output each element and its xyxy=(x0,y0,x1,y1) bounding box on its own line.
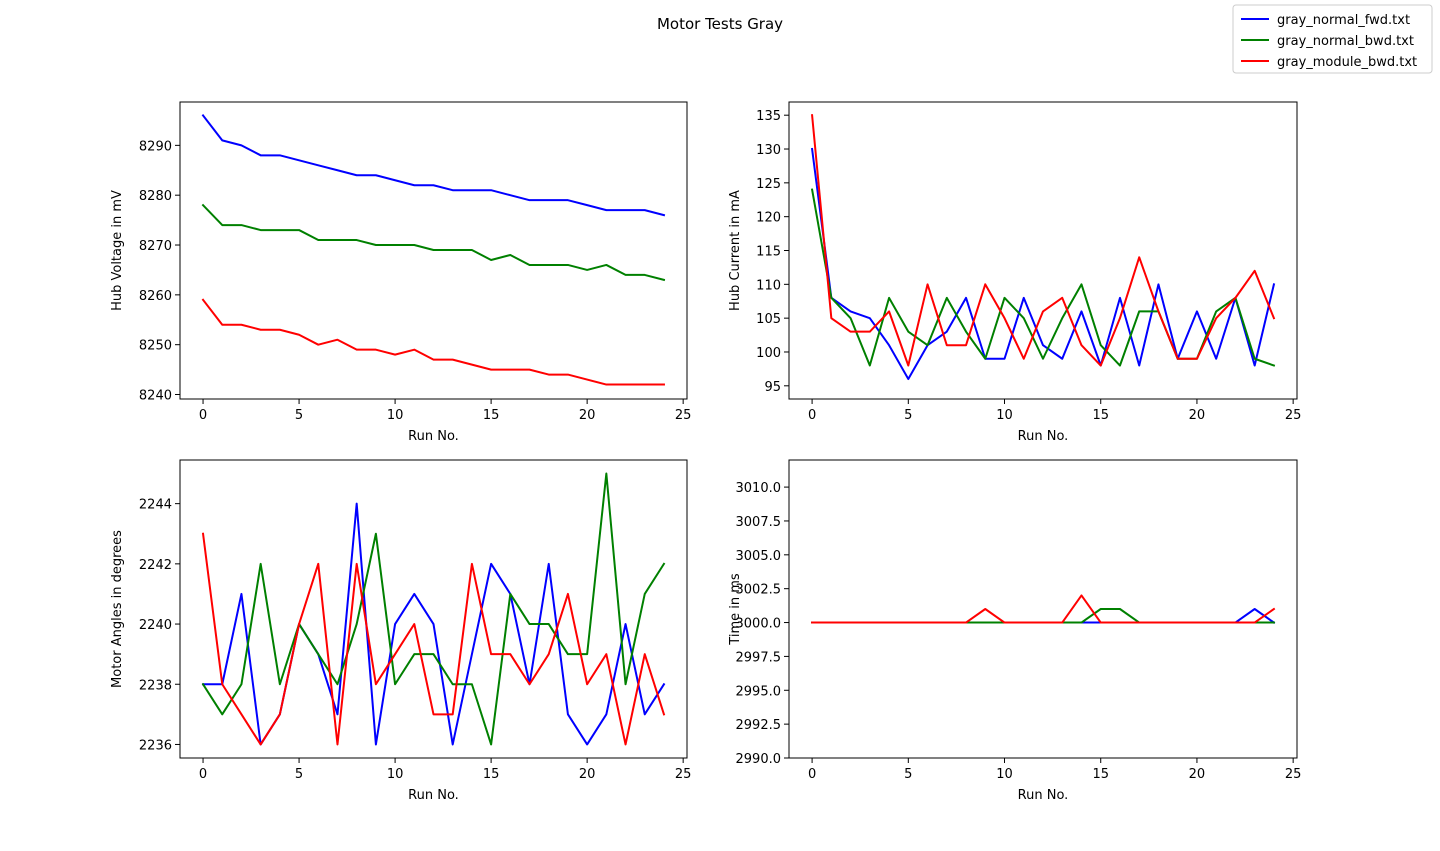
y-tick-label: 8290 xyxy=(139,139,172,154)
series-line-gray-module-bwd-txt xyxy=(201,532,666,746)
subplot-2: 0 5 10 15 20 25 95 100 105 110 115 120 125 130 135 Run … xyxy=(728,101,1302,444)
y-tick-label: 2992.5 xyxy=(736,718,782,733)
legend-label: gray_normal_fwd.txt xyxy=(1277,13,1410,28)
x-tick-label: 20 xyxy=(579,767,596,782)
y-axis-label: Time in ms xyxy=(728,573,743,646)
y-tick-label: 2242 xyxy=(139,558,172,573)
x-tick-label: 5 xyxy=(904,767,912,782)
x-tick-label: 10 xyxy=(996,767,1013,782)
y-tick-label: 105 xyxy=(756,312,781,327)
x-tick-label: 25 xyxy=(675,767,692,782)
subplot-3: 0 5 10 15 20 25 2236 2238 2240 2242 2244 Run No. Mot… xyxy=(110,459,692,803)
y-tick-label: 2240 xyxy=(139,618,172,633)
x-tick-label: 20 xyxy=(1189,767,1206,782)
x-axis-label: Run No. xyxy=(1018,429,1069,444)
x-tick-label: 0 xyxy=(808,767,816,782)
y-tick-label: 2995.0 xyxy=(736,684,782,699)
legend: gray_normal_fwd.txt gray_normal_bwd.txtgr… xyxy=(1232,4,1433,74)
plot-area xyxy=(810,114,1276,381)
series-line-gray-normal-fwd-txt xyxy=(202,502,666,746)
axes-frame xyxy=(179,101,688,400)
y-tick-label: 130 xyxy=(756,143,781,158)
y-tick-label: 95 xyxy=(764,380,781,395)
x-axis-label: Run No. xyxy=(408,788,459,803)
x-tick-label: 20 xyxy=(1189,408,1206,423)
y-tick-label: 120 xyxy=(756,211,781,226)
x-tick-label: 25 xyxy=(1285,767,1302,782)
x-axis-label: Run No. xyxy=(408,429,459,444)
y-tick-label: 8260 xyxy=(139,289,172,304)
series-line-gray-normal-bwd-txt xyxy=(201,472,666,746)
series-line-gray-module-bwd-txt xyxy=(811,114,1276,367)
x-tick-label: 0 xyxy=(808,408,816,423)
x-tick-label: 20 xyxy=(579,408,596,423)
plot-area xyxy=(811,594,1276,624)
series-line-gray-normal-bwd-txt xyxy=(810,188,1276,367)
y-tick-label: 3010.0 xyxy=(736,481,782,496)
y-tick-label: 3005.0 xyxy=(736,549,782,564)
x-tick-label: 5 xyxy=(295,408,303,423)
x-tick-label: 10 xyxy=(387,767,404,782)
x-axis-label: Run No. xyxy=(1018,788,1069,803)
series-line-gray-normal-bwd-txt xyxy=(201,203,666,282)
y-tick-label: 8270 xyxy=(139,239,172,254)
x-tick-label: 5 xyxy=(904,408,912,423)
series-line-gray-normal-fwd-txt xyxy=(810,147,1276,381)
y-tick-label: 2244 xyxy=(139,498,172,513)
y-tick-label: 2236 xyxy=(139,738,172,753)
legend-label: gray_normal_bwd.txt xyxy=(1277,34,1414,49)
subplot-1: 0 5 10 15 20 25 8240 8250 8260 8270 8280 8290 Run No… xyxy=(110,101,692,444)
y-tick-label: 3007.5 xyxy=(736,515,782,530)
x-tick-label: 15 xyxy=(1092,767,1109,782)
y-tick-label: 125 xyxy=(756,177,781,192)
y-tick-label: 8280 xyxy=(139,189,172,204)
y-tick-label: 135 xyxy=(756,109,781,124)
x-tick-label: 5 xyxy=(295,767,303,782)
y-tick-label: 3000.0 xyxy=(736,617,782,632)
y-tick-label: 2990.0 xyxy=(736,752,782,767)
y-tick-label: 2238 xyxy=(139,678,172,693)
y-axis-label: Hub Voltage in mV xyxy=(110,190,125,311)
plot-area xyxy=(201,114,666,386)
x-tick-label: 15 xyxy=(1092,408,1109,423)
x-tick-label: 25 xyxy=(675,408,692,423)
y-tick-label: 100 xyxy=(756,346,781,361)
x-tick-label: 0 xyxy=(199,408,207,423)
x-tick-label: 15 xyxy=(483,408,500,423)
x-tick-label: 10 xyxy=(387,408,404,423)
y-tick-label: 2997.5 xyxy=(736,650,782,665)
series-line-gray-normal-fwd-txt xyxy=(811,608,1276,624)
y-tick-label: 3002.5 xyxy=(736,583,782,598)
x-tick-label: 10 xyxy=(996,408,1013,423)
y-axis-label: Motor Angles in degrees xyxy=(110,530,125,688)
legend-label: gray_module_bwd.txt xyxy=(1277,55,1417,70)
x-tick-label: 15 xyxy=(483,767,500,782)
axes-frame xyxy=(179,459,688,759)
plot-area xyxy=(201,472,666,746)
y-tick-label: 8250 xyxy=(139,339,172,354)
x-tick-label: 25 xyxy=(1285,408,1302,423)
figure-title: Motor Tests Gray xyxy=(657,15,783,33)
y-axis-label: Hub Current in mA xyxy=(728,190,743,311)
y-tick-label: 110 xyxy=(756,278,781,293)
series-line-gray-module-bwd-txt xyxy=(811,594,1276,624)
legend-frame xyxy=(1232,4,1433,74)
y-tick-label: 115 xyxy=(756,245,781,260)
axes-frame xyxy=(788,459,1298,759)
subplot-4: 0 5 10 15 20 25 2990.0 2992.5 2995.0 2997.5 3000.0… xyxy=(728,459,1302,803)
series-line-gray-normal-fwd-txt xyxy=(201,114,666,217)
y-tick-label: 8240 xyxy=(139,389,172,404)
series-line-gray-module-bwd-txt xyxy=(201,298,665,386)
x-tick-label: 0 xyxy=(199,767,207,782)
series-line-gray-normal-bwd-txt xyxy=(811,608,1275,624)
